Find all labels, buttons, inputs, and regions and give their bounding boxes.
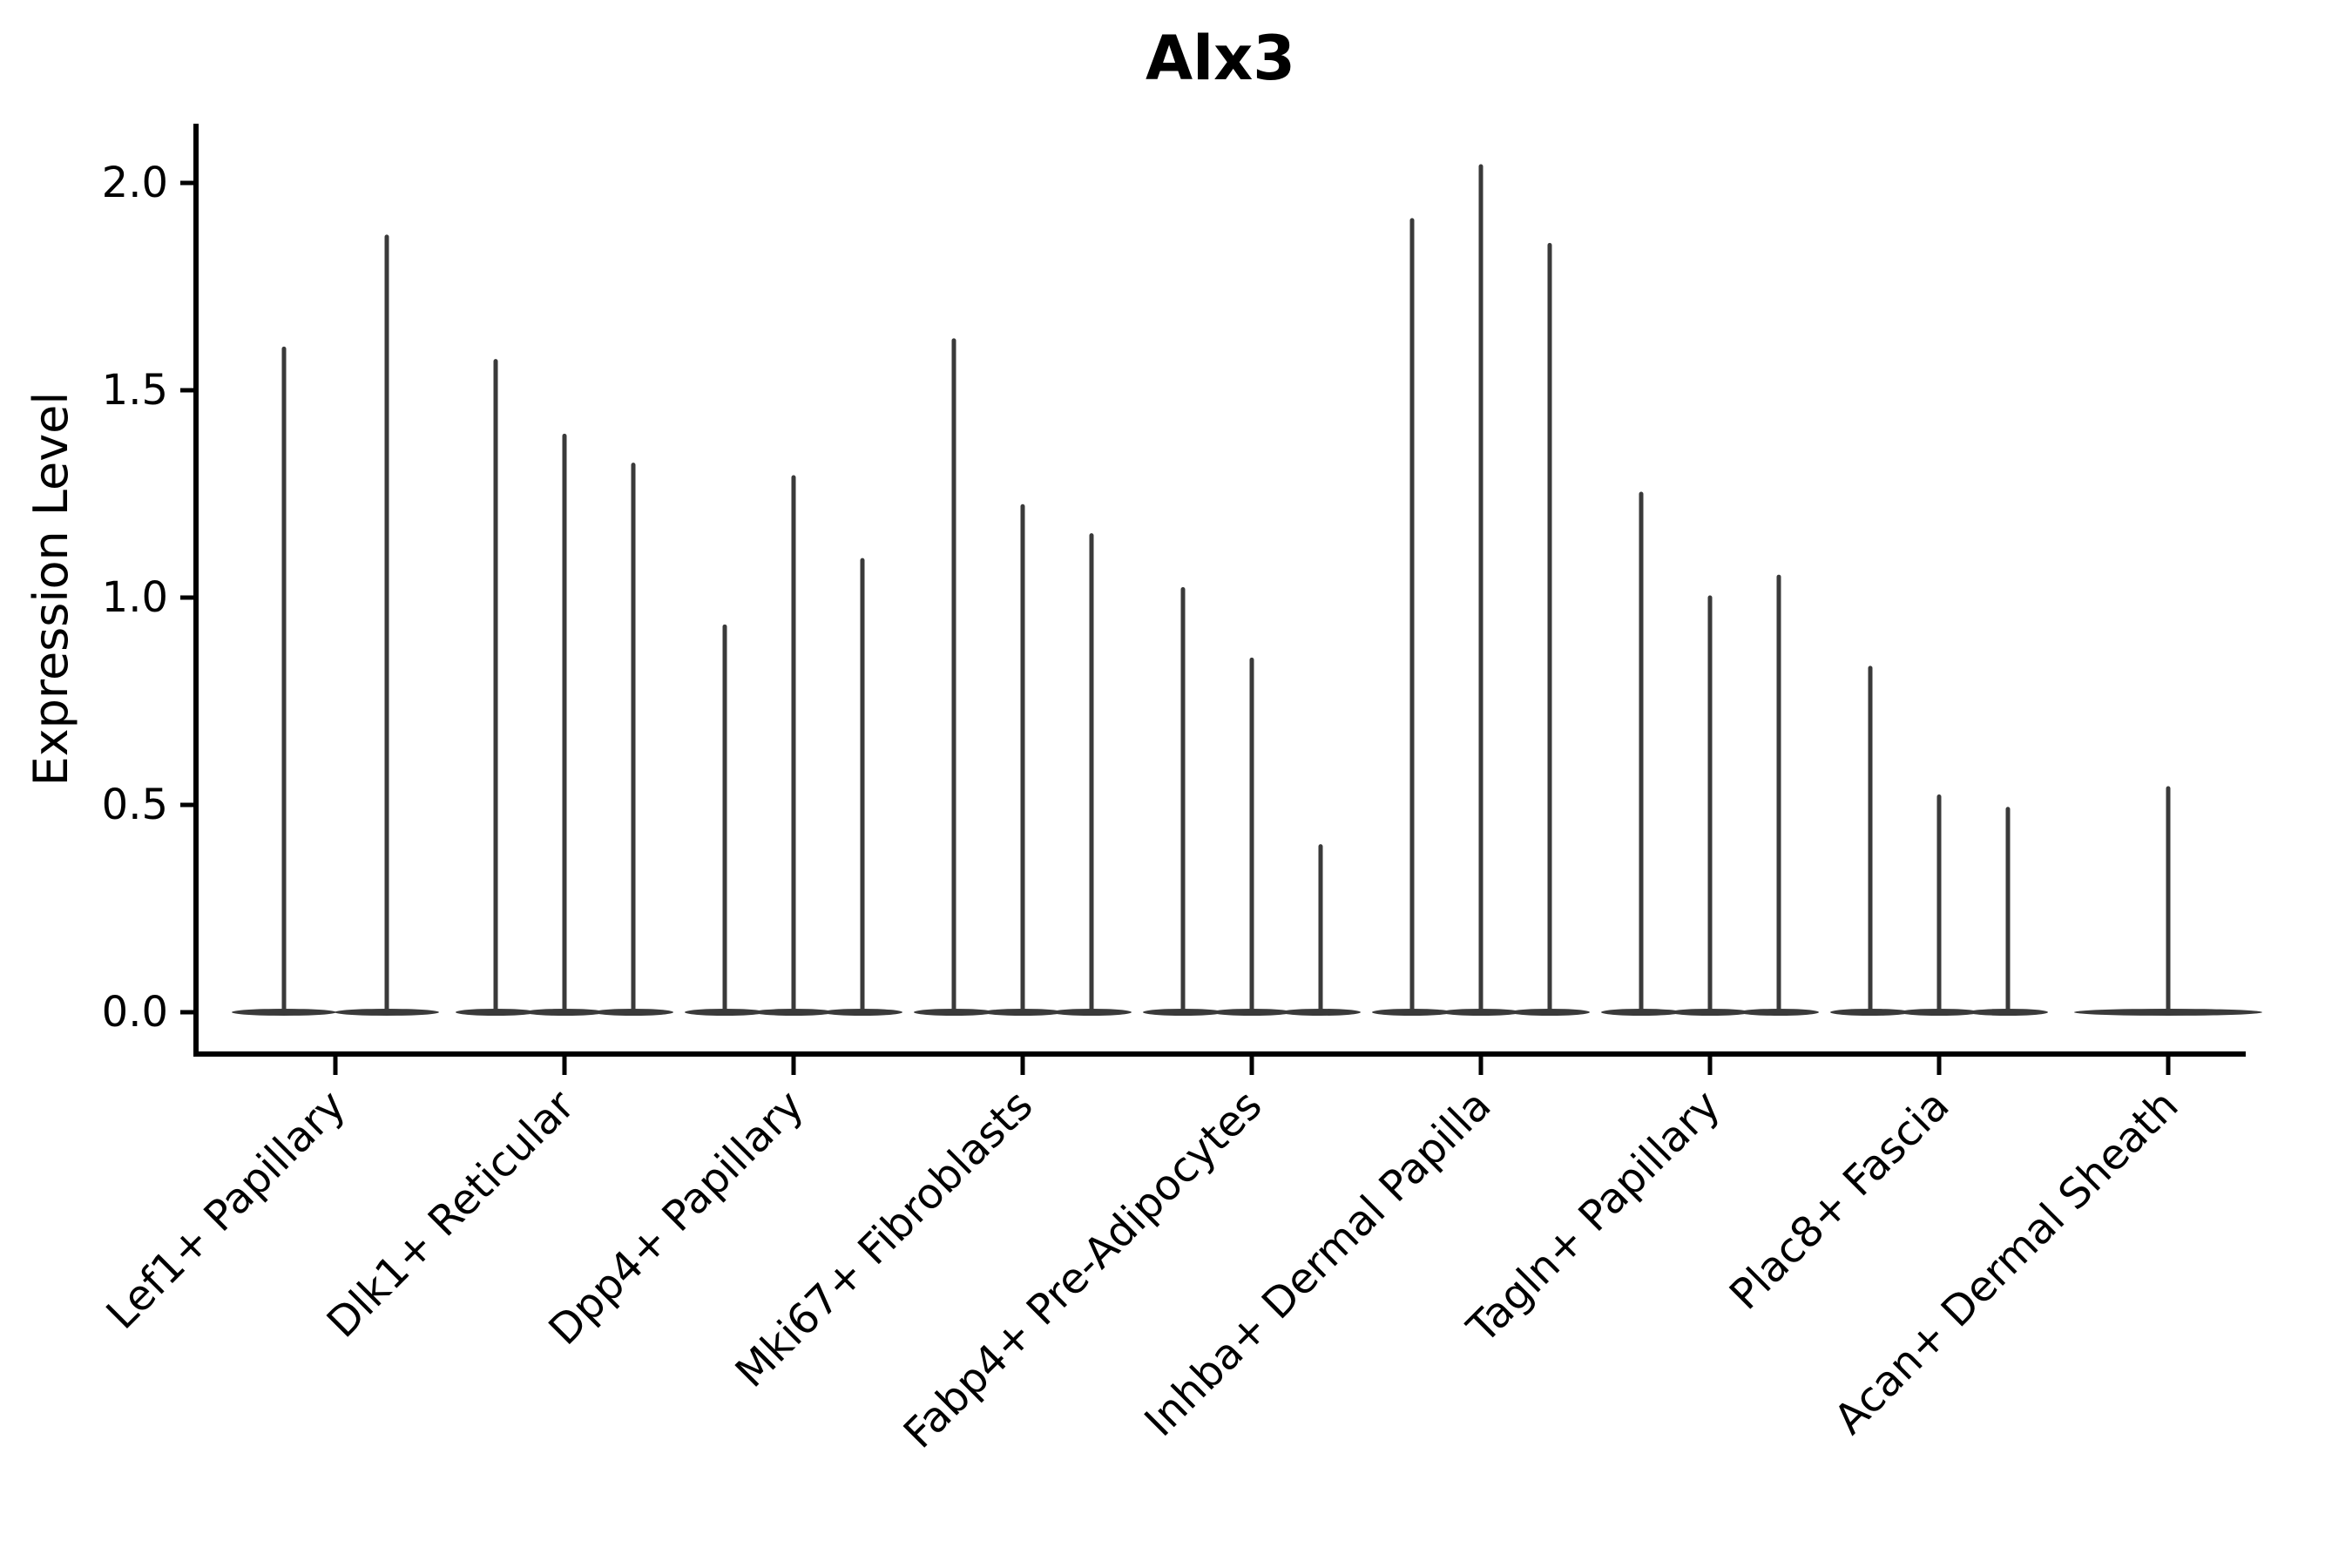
chart-title: Alx3	[1145, 23, 1296, 94]
x-tick-label: Tagln+ Papillary	[1457, 1081, 1729, 1353]
y-tick-label: 2.0	[102, 159, 168, 207]
y-axis-label: Expression Level	[24, 391, 78, 787]
x-tick-label: Dlk1+ Reticular	[318, 1081, 585, 1348]
y-tick-label: 0.5	[102, 781, 168, 829]
y-tick-label: 1.0	[102, 573, 168, 622]
y-tick-label: 0.0	[102, 988, 168, 1037]
x-tick-label: Plac8+ Fascia	[1720, 1081, 1959, 1320]
y-tick-label: 1.5	[102, 366, 168, 415]
x-tick-label: Dpp4+ Papillary	[539, 1081, 813, 1355]
x-tick-label: Lef1+ Papillary	[98, 1081, 355, 1339]
